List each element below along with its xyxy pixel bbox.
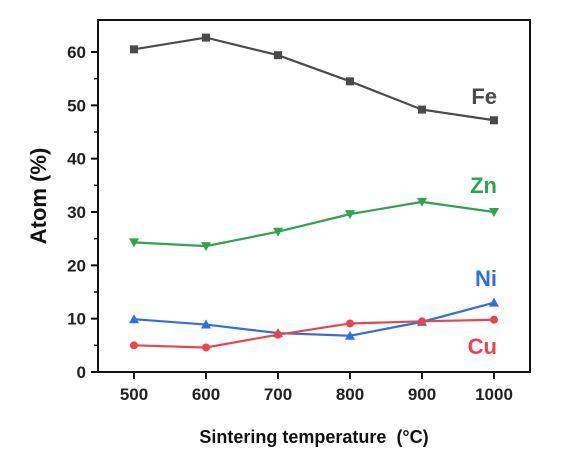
y-axis-title: Atom (%) xyxy=(26,148,51,245)
series-line-ni xyxy=(133,301,495,337)
data-point-cu xyxy=(418,317,426,326)
y-tick-label: 30 xyxy=(67,203,86,222)
data-point-cu xyxy=(274,330,282,339)
series-fe: Fe xyxy=(130,33,498,125)
x-axis-title: Sintering temperature (°C) xyxy=(199,427,428,447)
x-tick-label: 700 xyxy=(264,385,292,404)
x-tick-label: 500 xyxy=(120,385,148,404)
y-tick-label: 60 xyxy=(67,43,86,62)
x-axis-title-text: Sintering temperature xyxy=(199,427,386,447)
data-point-fe xyxy=(490,116,498,125)
data-point-cu xyxy=(346,319,354,328)
data-point-zn xyxy=(345,210,355,220)
data-point-fe xyxy=(202,33,210,42)
data-point-fe xyxy=(274,51,282,60)
data-point-fe xyxy=(130,45,138,54)
series-label-ni: Ni xyxy=(475,266,497,291)
series-label-cu: Cu xyxy=(468,334,497,359)
data-point-zn xyxy=(417,197,427,207)
data-point-ni xyxy=(201,319,211,329)
x-tick-label: 800 xyxy=(336,385,364,404)
data-point-zn xyxy=(129,238,139,248)
series-cu: Cu xyxy=(130,315,498,359)
data-point-fe xyxy=(346,77,354,86)
y-tick-label: 0 xyxy=(77,363,86,382)
data-point-zn xyxy=(273,227,283,237)
x-tick-label: 600 xyxy=(192,385,220,404)
x-axis-title-unit: (°C) xyxy=(396,427,428,447)
series-line-cu xyxy=(133,318,495,349)
data-point-ni xyxy=(345,330,355,340)
x-tick-label: 1000 xyxy=(475,385,513,404)
data-point-cu xyxy=(202,343,210,352)
y-tick-label: 20 xyxy=(67,256,86,275)
data-point-ni xyxy=(489,297,499,307)
series-zn: Zn xyxy=(129,173,499,252)
y-tick-label: 40 xyxy=(67,150,86,169)
x-tick-label: 900 xyxy=(408,385,436,404)
y-tick-label: 50 xyxy=(67,96,86,115)
plot-area: Fe Zn Ni Cu xyxy=(129,33,499,359)
series-label-fe: Fe xyxy=(471,84,497,109)
data-point-zn xyxy=(201,242,211,252)
x-axis: 500 600 700 800 900 1000 xyxy=(120,372,513,404)
plot-frame xyxy=(97,19,531,373)
data-point-cu xyxy=(130,341,138,350)
series-line-zn xyxy=(133,200,495,248)
y-tick-label: 10 xyxy=(67,310,86,329)
data-point-fe xyxy=(418,105,426,114)
data-point-cu xyxy=(490,315,498,324)
y-axis: 0 10 20 30 40 50 60 xyxy=(67,43,98,382)
series-line-fe xyxy=(133,36,495,122)
data-point-zn xyxy=(489,208,499,217)
series-label-zn: Zn xyxy=(470,173,497,198)
data-point-ni xyxy=(129,314,139,324)
